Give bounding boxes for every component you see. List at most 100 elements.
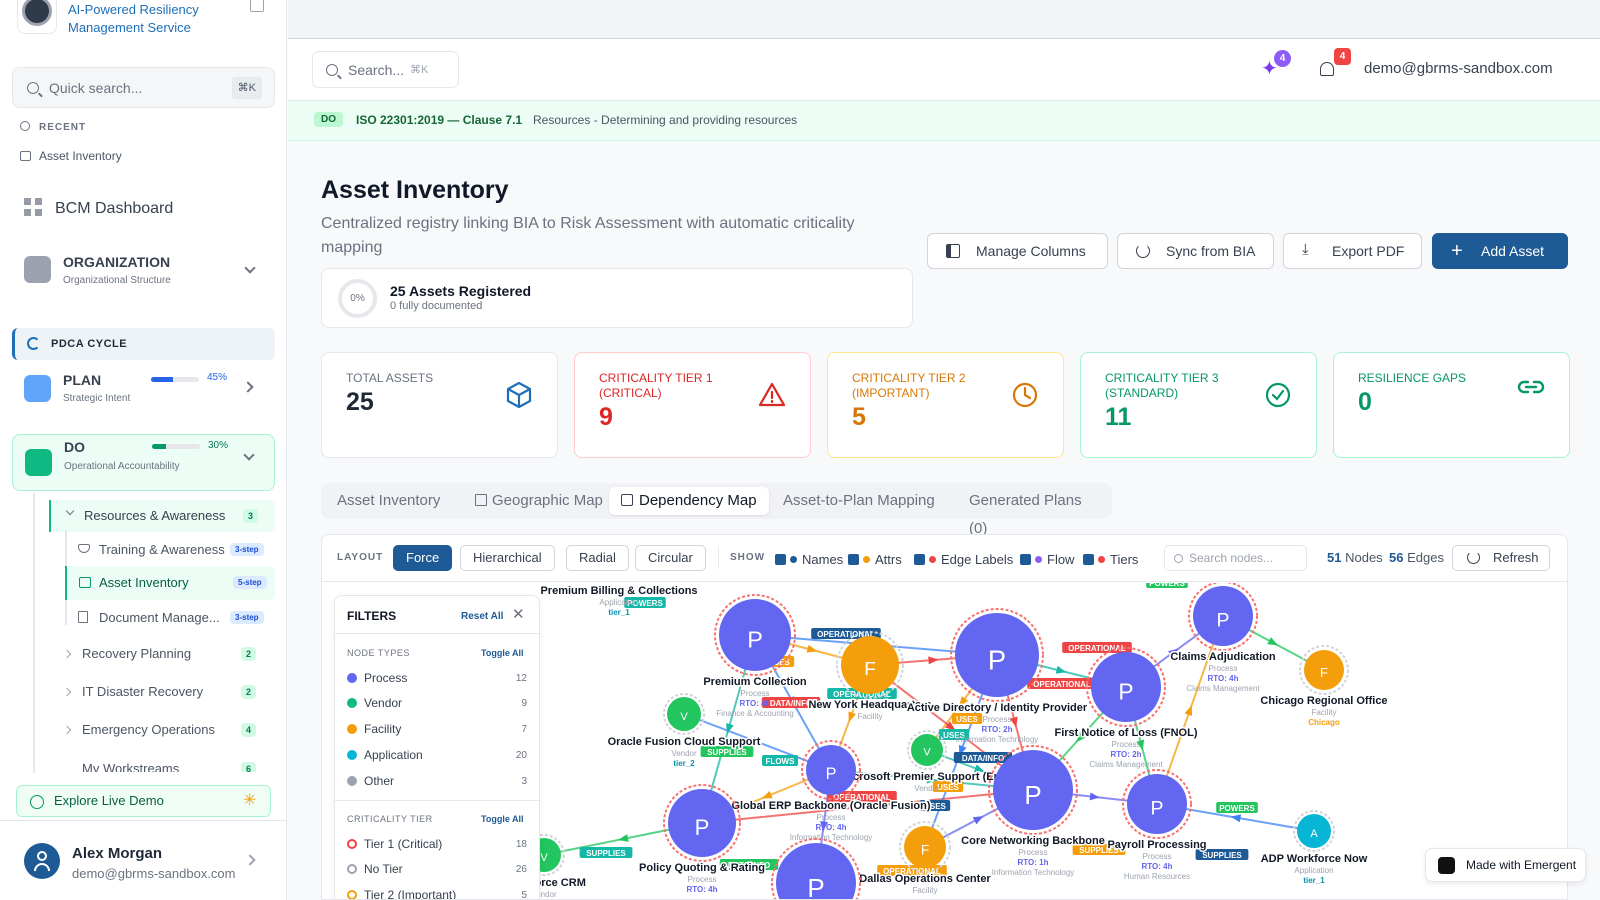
close-icon[interactable]: ✕	[512, 606, 525, 623]
show-edge-labels-checkbox[interactable]: Edge Labels	[914, 552, 1013, 567]
explore-live-demo-button[interactable]: Explore Live Demo ✳	[16, 785, 271, 817]
shortcut-badge: ⌘K	[410, 64, 429, 76]
divider	[335, 800, 539, 801]
tier-ring	[771, 838, 861, 899]
search-nodes-input[interactable]: Search nodes...	[1164, 545, 1307, 571]
graph-node[interactable]: V Microsoft Premier Support (Ent...Vendor	[839, 730, 1015, 793]
filter-tier-2[interactable]: Tier 2 (Important) 5	[347, 888, 527, 899]
edge-arrow	[1089, 792, 1100, 801]
tab-asset-to-plan-mapping[interactable]: Asset-to-Plan Mapping	[783, 492, 935, 509]
quick-search-input[interactable]: Quick search... ⌘K	[12, 67, 275, 108]
show-attrs-checkbox[interactable]: Attrs	[848, 552, 902, 567]
edge-arrow	[806, 644, 818, 653]
node-circle	[955, 613, 1039, 697]
node-name: Premium Billing & Collections	[540, 585, 697, 597]
nav-organization[interactable]: ORGANIZATION Organizational Structure	[12, 248, 275, 294]
recent-item-asset-inventory[interactable]: Asset Inventory	[20, 149, 122, 163]
layout-hierarchical-button[interactable]: Hierarchical	[460, 545, 555, 571]
node-name: New York Headquarters	[808, 699, 931, 711]
node-type-label: Facility	[913, 886, 938, 895]
pdca-cycle-header: PDCA CYCLE	[12, 328, 275, 360]
layout-radial-button[interactable]: Radial	[566, 545, 629, 571]
stat-label: TOTAL ASSETS	[346, 371, 434, 385]
stat-label: CRITICALITY TIER 2 (IMPORTANT)	[852, 371, 966, 400]
iso-clause: ISO 22301:2019 — Clause 7.1	[356, 113, 523, 127]
filter-node-type-application[interactable]: Application 20	[347, 748, 527, 762]
nav-it-disaster-recovery[interactable]: IT Disaster Recovery 2	[60, 683, 275, 705]
layout-circular-button[interactable]: Circular	[635, 545, 706, 571]
refresh-icon	[1467, 551, 1480, 564]
dependency-graph[interactable]: POWERS USES OPERATIONAL DATA/INFO SUPPLIES OP…	[322, 583, 1568, 900]
toggle-all-tiers[interactable]: Toggle All	[481, 814, 524, 824]
show-tiers-checkbox[interactable]: Tiers	[1083, 552, 1138, 567]
nav-bcm-dashboard[interactable]: BCM Dashboard	[24, 198, 173, 218]
made-with-emergent-badge[interactable]: Made with Emergent	[1425, 848, 1586, 882]
nav-do[interactable]: DO Operational Accountability 30%	[12, 434, 275, 491]
nav-plan[interactable]: PLAN Strategic Intent 45%	[12, 366, 275, 414]
nav-recovery-planning[interactable]: Recovery Planning 2	[60, 645, 275, 667]
node-type-label: Facility	[858, 712, 883, 721]
nav-resources-awareness[interactable]: Resources & Awareness 3	[49, 500, 275, 532]
header-user-email[interactable]: demo@gbrms-sandbox.com	[1364, 60, 1553, 77]
show-names-checkbox[interactable]: Names	[775, 552, 843, 567]
collapse-sidebar-icon[interactable]	[250, 0, 264, 12]
seal-icon	[22, 0, 52, 26]
tab-dependency-map[interactable]: Dependency Map	[609, 487, 769, 515]
node-circle	[776, 843, 856, 899]
add-asset-button[interactable]: + Add Asset	[1432, 233, 1568, 269]
sync-from-bia-button[interactable]: Sync from BIA	[1117, 233, 1274, 269]
filter-node-type-other[interactable]: Other 3	[347, 774, 527, 788]
refresh-icon	[1136, 244, 1150, 258]
stat-label: RESILIENCE GAPS	[1358, 371, 1467, 385]
edge-arrow	[1055, 665, 1067, 674]
toggle-all-node-types[interactable]: Toggle All	[481, 648, 524, 658]
node-type-label: Vendor	[531, 890, 557, 899]
manage-columns-button[interactable]: Manage Columns	[927, 233, 1108, 269]
layout-force-button[interactable]: Force	[393, 545, 453, 571]
filter-tier-1[interactable]: Tier 1 (Critical) 18	[347, 837, 527, 851]
view-tabs: Asset Inventory Geographic Map Dependenc…	[321, 483, 1112, 537]
nav-asset-inventory[interactable]: Asset Inventory 5-step	[65, 566, 275, 600]
refresh-button[interactable]: Refresh	[1452, 545, 1550, 571]
filter-node-type-vendor[interactable]: Vendor 9	[347, 696, 527, 710]
graph-node-premium-billing[interactable]: Premium Billing & CollectionsApplication…	[540, 585, 697, 617]
ai-sparkle-icon[interactable]: ✦	[1261, 58, 1278, 80]
filter-node-type-process[interactable]: Process 12	[347, 671, 527, 685]
graph-node[interactable]: P Global ERP Backbone (Oracle Fusion)Proc…	[730, 740, 932, 842]
show-flow-checkbox[interactable]: Flow	[1020, 552, 1074, 567]
global-search-input[interactable]: Search... ⌘K	[312, 51, 459, 88]
filter-node-type-facility[interactable]: Facility 7	[347, 722, 527, 736]
edge-label-chip	[811, 628, 881, 639]
nav-training-awareness[interactable]: Training & Awareness 3-step	[78, 541, 275, 563]
nav-document-management[interactable]: Document Manage... 3-step	[78, 609, 275, 631]
graph-node[interactable]: P Active Directory / Identity ProviderPro…	[905, 608, 1089, 744]
node-name: Microsoft Premier Support (Ent...	[841, 771, 1013, 783]
tab-asset-inventory[interactable]: Asset Inventory	[337, 492, 441, 509]
edge-label-chip	[1027, 678, 1097, 689]
bell-icon[interactable]	[1320, 62, 1334, 76]
graph-node[interactable]: P First Notice of Loss (FNOL)ProcessRTO: …	[1053, 647, 1199, 769]
filter-no-tier[interactable]: No Tier 26	[347, 862, 527, 876]
node-type-label: Process	[1143, 852, 1172, 861]
edge-arrow	[1136, 739, 1145, 751]
nav-emergency-operations[interactable]: Emergency Operations 4	[60, 721, 275, 743]
graph-node[interactable]: P	[771, 838, 861, 900]
reset-all-button[interactable]: Reset All	[461, 611, 504, 622]
tab-geographic-map[interactable]: Geographic Map	[463, 487, 615, 515]
user-profile[interactable]: Alex Morgan demo@gbrms-sandbox.com	[0, 820, 286, 900]
tab-generated-plans[interactable]: Generated Plans (0)	[969, 492, 1082, 537]
nav-my-workstreams[interactable]: My Workstreams 6	[60, 760, 275, 772]
node-circle	[719, 599, 791, 671]
document-icon	[78, 611, 88, 623]
export-pdf-button[interactable]: ⤓ Export PDF	[1283, 233, 1422, 269]
